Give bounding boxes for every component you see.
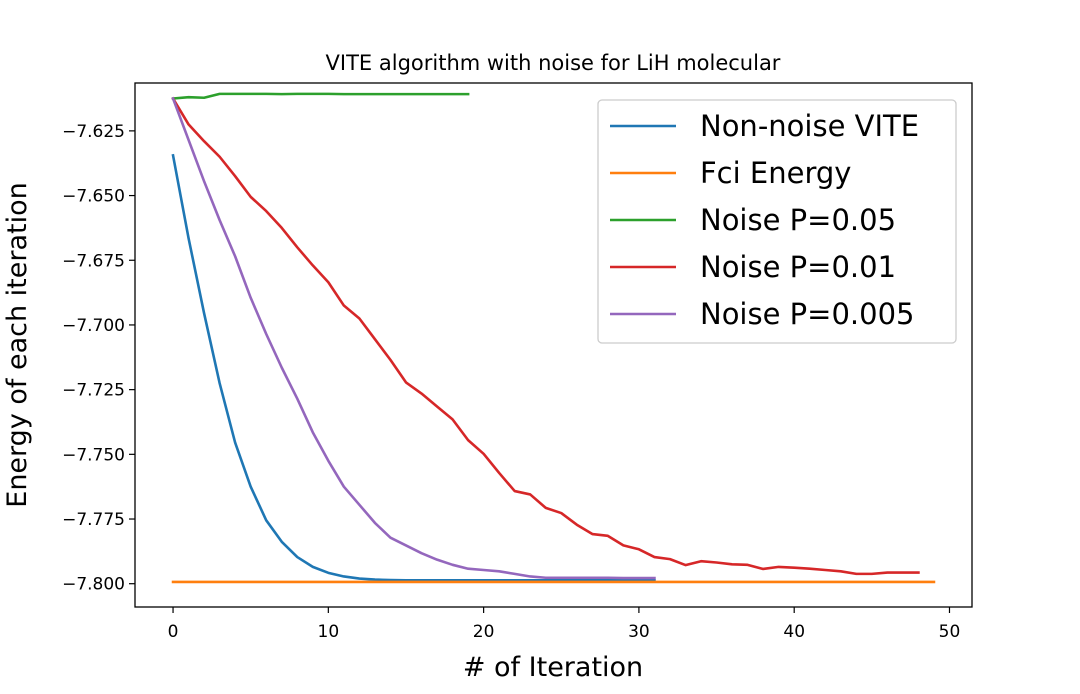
y-axis: −7.625 −7.650 −7.675 −7.700 −7.725 −7.750 −7.7…	[62, 122, 135, 595]
y-tick-label: −7.675	[62, 251, 125, 271]
legend-label-1: Fci Energy	[700, 156, 851, 190]
x-axis: 0 10 20 30 40 50	[168, 607, 961, 642]
legend: Non-noise VITE Fci Energy Noise P=0.05 Nois…	[597, 99, 957, 344]
chart-title: VITE algorithm with noise for LiH molecu…	[326, 51, 781, 75]
x-tick-label: 30	[628, 622, 650, 642]
x-tick-label: 40	[783, 622, 805, 642]
series-line-4	[171, 96, 656, 580]
y-tick-label: −7.725	[62, 381, 125, 401]
legend-label-3: Noise P=0.01	[700, 250, 896, 284]
series-line-2	[171, 92, 470, 100]
x-tick-label: 50	[939, 622, 961, 642]
plot-area-frame	[134, 82, 973, 608]
y-axis-title: Energy of each iteration	[2, 182, 33, 507]
plot-lines	[171, 92, 936, 584]
legend-label-0: Non-noise VITE	[700, 109, 919, 143]
x-tick-label: 10	[318, 622, 340, 642]
legend-label-2: Noise P=0.05	[700, 203, 896, 237]
legend-box	[597, 99, 957, 344]
x-tick-label: 20	[473, 622, 495, 642]
y-tick-label: −7.625	[62, 122, 125, 142]
legend-items: Non-noise VITE Fci Energy Noise P=0.05 Nois…	[610, 109, 919, 331]
y-tick-label: −7.775	[62, 510, 125, 530]
y-tick-label: −7.750	[62, 445, 125, 465]
x-axis-title: # of Iteration	[463, 652, 643, 683]
legend-label-4: Noise P=0.005	[700, 297, 914, 331]
y-tick-label: −7.700	[62, 316, 125, 336]
y-tick-label: −7.650	[62, 187, 125, 207]
y-tick-label: −7.800	[62, 575, 125, 595]
series-line-3	[171, 96, 920, 576]
series-line-0	[171, 153, 656, 582]
x-tick-label: 0	[168, 622, 179, 642]
